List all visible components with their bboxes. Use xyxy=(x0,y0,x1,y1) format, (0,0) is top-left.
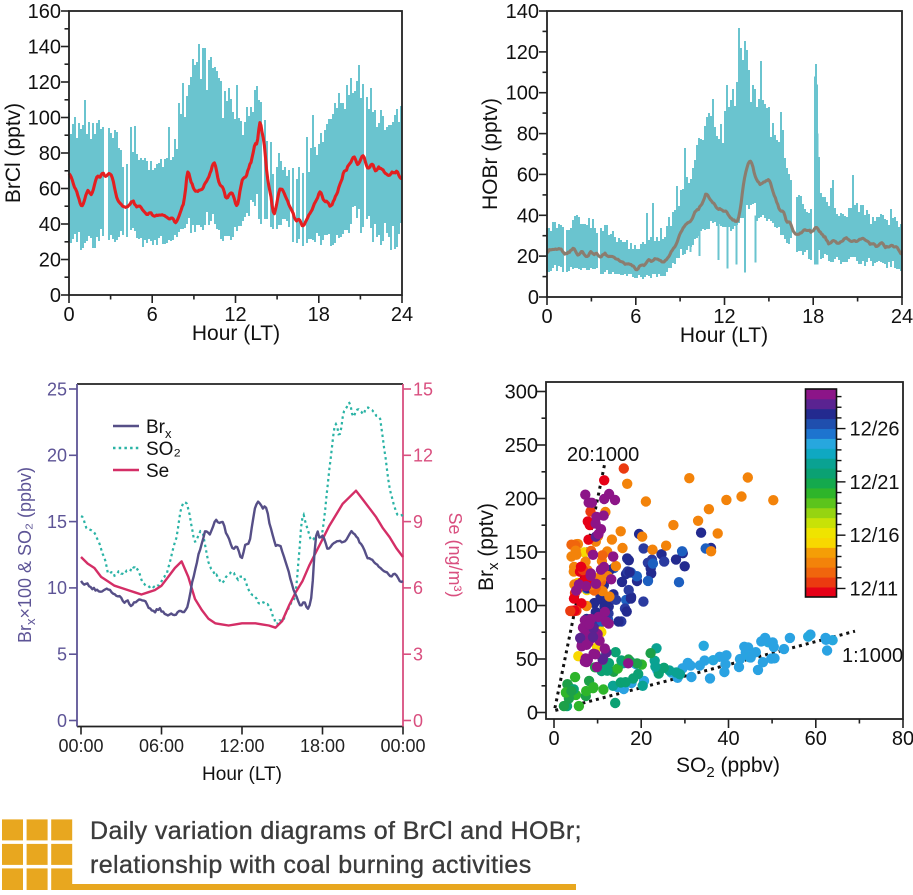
svg-text:120: 120 xyxy=(506,42,539,64)
svg-text:80: 80 xyxy=(39,143,61,165)
svg-text:12/11: 12/11 xyxy=(850,579,899,601)
svg-text:1:1000: 1:1000 xyxy=(842,645,903,667)
svg-text:SO2 (ppbv): SO2 (ppbv) xyxy=(676,754,780,781)
svg-text:6: 6 xyxy=(147,304,158,326)
svg-text:Daily variation diagrams of Br: Daily variation diagrams of BrCl and HOB… xyxy=(90,817,582,845)
svg-text:0: 0 xyxy=(63,304,74,326)
svg-text:24: 24 xyxy=(891,306,913,328)
svg-text:18: 18 xyxy=(308,304,330,326)
svg-text:relationship with coal burning: relationship with coal burning activitie… xyxy=(90,851,532,879)
svg-text:Se (ng/m³): Se (ng/m³) xyxy=(445,512,465,597)
svg-text:0: 0 xyxy=(413,711,423,731)
svg-text:3: 3 xyxy=(413,645,423,665)
svg-text:40: 40 xyxy=(717,728,739,750)
svg-text:24: 24 xyxy=(391,304,413,326)
svg-text:Se: Se xyxy=(146,461,169,482)
svg-text:100: 100 xyxy=(506,83,539,105)
svg-text:150: 150 xyxy=(505,542,538,564)
svg-text:12/26: 12/26 xyxy=(850,419,900,441)
svg-text:200: 200 xyxy=(505,489,538,511)
svg-text:60: 60 xyxy=(39,179,61,201)
svg-text:25: 25 xyxy=(47,379,67,399)
svg-text:140: 140 xyxy=(28,37,61,59)
svg-text:20: 20 xyxy=(630,728,652,750)
svg-text:12: 12 xyxy=(413,446,433,466)
svg-text:20: 20 xyxy=(39,250,61,272)
svg-text:60: 60 xyxy=(805,728,827,750)
svg-text:0: 0 xyxy=(541,306,552,328)
svg-text:12/21: 12/21 xyxy=(850,472,900,494)
svg-text:0: 0 xyxy=(528,287,539,309)
svg-text:00:00: 00:00 xyxy=(380,736,425,756)
svg-text:12: 12 xyxy=(713,306,735,328)
svg-text:20:1000: 20:1000 xyxy=(567,444,639,466)
svg-text:300: 300 xyxy=(505,382,538,404)
svg-text:40: 40 xyxy=(39,214,61,236)
svg-text:20: 20 xyxy=(517,246,539,268)
svg-text:15: 15 xyxy=(413,379,433,399)
svg-text:SO₂: SO₂ xyxy=(146,439,181,460)
svg-text:12: 12 xyxy=(224,304,246,326)
svg-text:0: 0 xyxy=(527,703,538,725)
svg-text:9: 9 xyxy=(413,512,423,532)
svg-text:6: 6 xyxy=(413,578,423,598)
svg-text:5: 5 xyxy=(57,645,67,665)
svg-text:Hour (LT): Hour (LT) xyxy=(680,324,768,347)
svg-text:100: 100 xyxy=(28,108,61,130)
svg-text:06:00: 06:00 xyxy=(139,736,184,756)
svg-text:Hour (LT): Hour (LT) xyxy=(192,322,280,345)
svg-text:20: 20 xyxy=(47,446,67,466)
svg-text:6: 6 xyxy=(630,306,641,328)
svg-text:18:00: 18:00 xyxy=(300,736,345,756)
svg-text:0: 0 xyxy=(57,711,67,731)
svg-text:50: 50 xyxy=(516,649,538,671)
svg-text:BrCl (pptv): BrCl (pptv) xyxy=(2,103,25,203)
svg-text:00:00: 00:00 xyxy=(58,736,103,756)
svg-text:140: 140 xyxy=(506,1,539,23)
svg-text:Brx×100 & SO₂ (ppbv): Brx×100 & SO₂ (ppbv) xyxy=(15,467,38,643)
svg-text:100: 100 xyxy=(505,596,538,618)
svg-text:120: 120 xyxy=(28,72,61,94)
svg-text:HOBr (pptv): HOBr (pptv) xyxy=(479,98,502,210)
svg-text:Hour (LT): Hour (LT) xyxy=(202,764,282,785)
svg-text:60: 60 xyxy=(517,164,539,186)
svg-text:12:00: 12:00 xyxy=(219,736,264,756)
svg-text:15: 15 xyxy=(47,512,67,532)
svg-text:250: 250 xyxy=(505,435,538,457)
svg-text:10: 10 xyxy=(47,578,67,598)
svg-text:0: 0 xyxy=(548,728,559,750)
svg-text:80: 80 xyxy=(517,124,539,146)
svg-text:0: 0 xyxy=(50,285,61,307)
svg-text:40: 40 xyxy=(517,205,539,227)
svg-text:160: 160 xyxy=(28,1,61,23)
svg-text:80: 80 xyxy=(892,728,913,750)
svg-text:Brx (pptv): Brx (pptv) xyxy=(475,503,502,591)
svg-text:12/16: 12/16 xyxy=(850,525,900,547)
svg-text:18: 18 xyxy=(802,306,824,328)
